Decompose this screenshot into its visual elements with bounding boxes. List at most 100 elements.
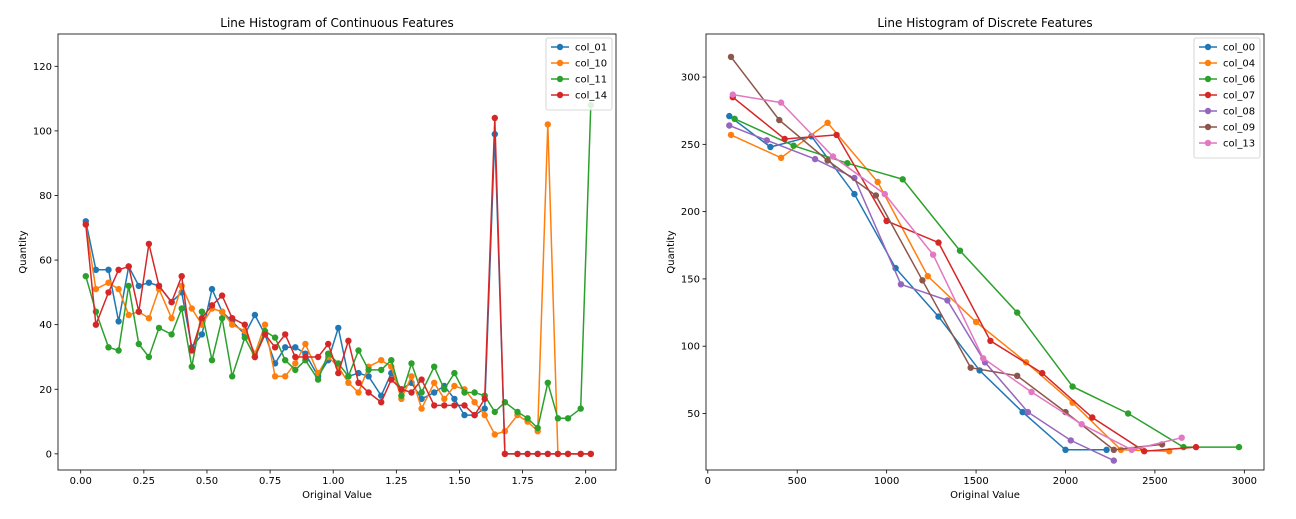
- data-point: [241, 321, 248, 328]
- data-point: [418, 395, 425, 403]
- data-point: [767, 143, 774, 151]
- data-point: [105, 344, 112, 351]
- data-point: [1024, 408, 1032, 416]
- series-line: [729, 124, 1115, 462]
- data-point: [587, 450, 594, 458]
- data-point: [115, 285, 122, 293]
- legend-label: col_11: [575, 75, 607, 86]
- data-point: [365, 373, 372, 380]
- data-point: [418, 405, 425, 412]
- data-point: [726, 122, 733, 129]
- data-point: [292, 360, 299, 367]
- data-point: [125, 263, 132, 270]
- data-point: [1014, 309, 1021, 316]
- x-tick-label: 0.25: [133, 476, 155, 487]
- chart-title: Line Histogram of Continuous Features: [220, 16, 453, 30]
- data-point: [491, 114, 498, 122]
- legend-box: [545, 37, 613, 111]
- data-point: [208, 357, 216, 364]
- series-line: [85, 105, 592, 430]
- y-tick-label: 80: [39, 191, 52, 202]
- data-point: [1110, 446, 1118, 453]
- data-point: [944, 297, 951, 304]
- data-point: [781, 135, 788, 143]
- x-tick-label: 2500: [1142, 476, 1167, 487]
- x-tick-label: 0.00: [70, 476, 92, 487]
- data-point: [872, 192, 880, 199]
- legend: col_01 col_10 col_11 col_14: [545, 37, 613, 111]
- data-point: [302, 340, 309, 348]
- data-point: [198, 315, 206, 322]
- data-point: [168, 298, 175, 306]
- data-point: [218, 315, 226, 322]
- data-point: [1235, 443, 1243, 451]
- data-point: [198, 308, 206, 315]
- data-point: [335, 369, 342, 377]
- series-col_08: [726, 122, 1118, 464]
- legend-label: col_04: [1223, 59, 1255, 70]
- data-point: [919, 277, 926, 284]
- chart-title: Line Histogram of Discrete Features: [877, 16, 1092, 30]
- data-point: [314, 376, 322, 383]
- data-point: [727, 131, 735, 139]
- data-point: [501, 450, 509, 458]
- data-point: [1178, 434, 1185, 441]
- x-tick-label: 0.50: [196, 476, 218, 487]
- legend-label: col_07: [1223, 91, 1255, 102]
- x-tick-label: 2.00: [575, 476, 597, 487]
- data-point: [271, 373, 279, 380]
- legend-label: col_06: [1223, 75, 1255, 86]
- data-point: [544, 121, 551, 128]
- data-point: [365, 389, 372, 396]
- data-point: [261, 321, 269, 328]
- data-point: [790, 142, 797, 149]
- data-point: [282, 357, 289, 364]
- plot-frame: [57, 33, 617, 471]
- data-point: [1110, 457, 1118, 464]
- series-col_07: [729, 94, 1200, 455]
- data-point: [282, 331, 289, 338]
- data-point: [92, 321, 100, 328]
- x-tick-label: 1000: [874, 476, 899, 487]
- data-point: [282, 373, 289, 380]
- data-point: [135, 282, 142, 290]
- data-point: [292, 366, 299, 374]
- data-point: [897, 281, 905, 288]
- chart-1: Line Histogram of Continuous Features 0.0…: [18, 16, 617, 501]
- data-point: [577, 405, 584, 412]
- data-point: [115, 347, 122, 354]
- data-point: [564, 415, 572, 422]
- x-tick-label: 2000: [1053, 476, 1078, 487]
- series-col_01: [82, 130, 594, 458]
- data-point: [398, 386, 405, 393]
- data-point: [544, 379, 551, 386]
- data-point: [491, 408, 498, 416]
- data-point: [726, 112, 733, 120]
- y-tick-label: 200: [681, 207, 700, 218]
- legend-item-col_01: col_01: [551, 43, 607, 54]
- data-point: [145, 240, 153, 248]
- data-point: [408, 360, 415, 367]
- y-tick-label: 300: [681, 73, 700, 84]
- data-point: [727, 53, 735, 61]
- legend-marker: [1204, 59, 1212, 67]
- data-point: [345, 373, 352, 380]
- data-point: [105, 289, 112, 296]
- data-point: [1089, 414, 1096, 421]
- data-point: [577, 450, 584, 458]
- data-point: [198, 331, 206, 338]
- x-tick-label: 1.50: [448, 476, 470, 487]
- data-point: [481, 405, 488, 412]
- data-point: [168, 331, 175, 338]
- data-point: [388, 376, 395, 383]
- data-point: [481, 395, 488, 403]
- data-point: [398, 392, 405, 399]
- data-point: [431, 363, 438, 370]
- data-point: [188, 363, 195, 370]
- data-point: [314, 353, 322, 361]
- plot-frame: [705, 33, 1265, 471]
- data-point: [431, 389, 438, 396]
- chart-2: Line Histogram of Discrete Features 0 500 1…: [666, 16, 1265, 501]
- data-point: [1062, 446, 1069, 453]
- data-point: [292, 344, 299, 351]
